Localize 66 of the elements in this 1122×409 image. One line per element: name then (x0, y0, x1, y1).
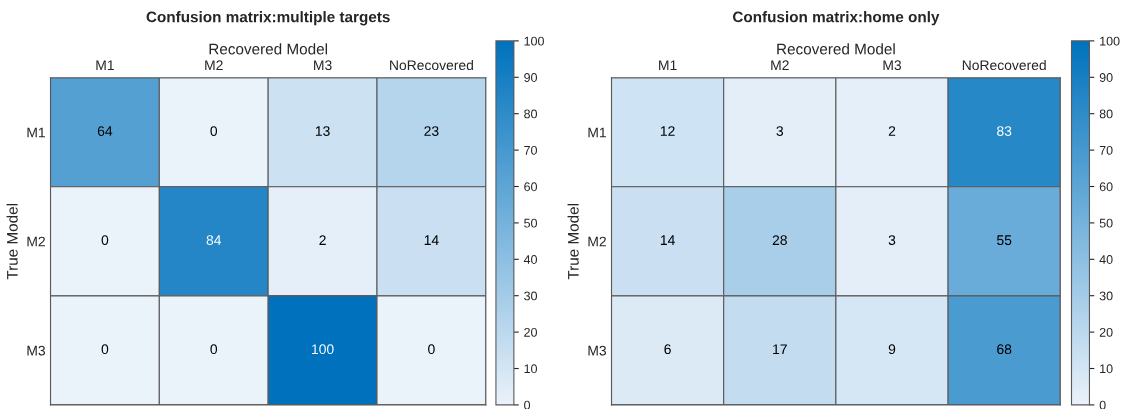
x-tick-label: M3 (314, 60, 332, 71)
data-label: 2 (319, 235, 326, 245)
color-bar-label: 90 (1099, 73, 1113, 82)
data-label: 13 (315, 126, 330, 136)
color-bar-label: 100 (524, 36, 544, 46)
x-axis-title: Recovered Model (209, 43, 328, 55)
data-label: 84 (206, 235, 222, 246)
data-label: 9 (888, 344, 896, 355)
data-label: 0 (101, 235, 109, 246)
data-label: 100 (312, 344, 334, 355)
y-tick-label: M3 (27, 345, 46, 356)
data-label: 12 (660, 126, 675, 136)
color-bar-label: 70 (1099, 145, 1113, 155)
data-label: 14 (424, 235, 439, 245)
y-tick-label: M2 (27, 236, 45, 247)
color-bar-label: 60 (524, 182, 538, 192)
x-axis-title: Recovered Model (777, 43, 895, 55)
y-axis-title: True Model (6, 203, 18, 280)
data-label: 28 (772, 235, 787, 246)
data-label: 3 (888, 235, 896, 246)
color-bar-label: 0 (1099, 400, 1106, 409)
data-label: 2 (888, 126, 896, 136)
data-label: 0 (101, 344, 109, 355)
color-bar-label: 80 (524, 109, 538, 119)
x-tick-label: M3 (883, 60, 902, 71)
color-bar-label: 20 (1099, 327, 1113, 337)
data-label: 0 (428, 344, 435, 355)
data-label: 83 (997, 126, 1012, 136)
data-label: 3 (776, 126, 784, 136)
y-tick-label: M1 (27, 127, 45, 138)
data-label: 68 (997, 344, 1012, 355)
color-bar-label: 10 (1100, 364, 1113, 374)
color-bar-label: 70 (524, 145, 538, 155)
y-tick-label: M1 (588, 127, 606, 138)
color-bar-label: 40 (523, 255, 538, 264)
x-tick-label: M2 (771, 60, 789, 70)
color-bar-label: 100 (1100, 36, 1120, 46)
color-bar-label: 40 (1099, 255, 1113, 264)
y-tick-label: M2 (588, 236, 606, 247)
color-bar-label: 10 (524, 364, 538, 374)
color-bar-label: 50 (524, 218, 538, 228)
color-bar-label: 90 (524, 73, 538, 82)
data-label: 23 (424, 126, 439, 136)
color-bar-label: 30 (524, 291, 538, 301)
color-bar-label: 60 (1099, 182, 1113, 192)
color-bar-label: 30 (1099, 291, 1113, 301)
color-bar-label: 80 (1099, 109, 1113, 119)
data-label: 14 (660, 235, 675, 245)
color-bar-label: 20 (524, 327, 538, 337)
data-label: 0 (210, 126, 218, 136)
color-bar-label: 50 (1099, 218, 1113, 228)
y-tick-label: M3 (588, 345, 607, 356)
data-label: 17 (773, 344, 787, 354)
data-label: 6 (664, 344, 671, 355)
x-tick-label: M1 (96, 60, 114, 70)
x-tick-label: M2 (205, 60, 223, 70)
data-label: 64 (97, 126, 113, 136)
chart-title: Confusion matrix:home only (732, 11, 940, 26)
y-axis-title: True Model (567, 203, 579, 280)
data-label: 55 (997, 235, 1012, 246)
x-tick-label: M1 (659, 60, 677, 70)
x-tick-label: NoRecovered (962, 59, 1046, 71)
data-label: 0 (210, 344, 218, 355)
color-bar-label: 0 (524, 400, 531, 409)
chart-title: Confusion matrix:multiple targets (146, 11, 390, 26)
x-tick-label: NoRecovered (390, 59, 473, 71)
